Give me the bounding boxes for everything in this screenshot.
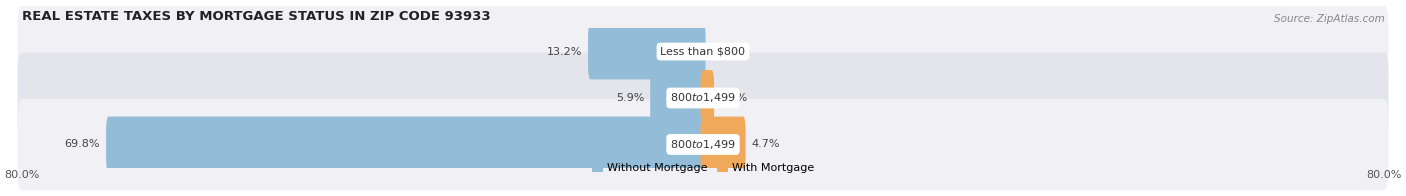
FancyBboxPatch shape <box>650 70 706 126</box>
Text: $800 to $1,499: $800 to $1,499 <box>671 92 735 104</box>
Legend: Without Mortgage, With Mortgage: Without Mortgage, With Mortgage <box>592 163 814 173</box>
Text: 69.8%: 69.8% <box>65 140 100 150</box>
Text: 5.9%: 5.9% <box>616 93 644 103</box>
FancyBboxPatch shape <box>18 99 1388 190</box>
FancyBboxPatch shape <box>700 70 714 126</box>
Text: 0.0%: 0.0% <box>711 46 740 56</box>
Text: Source: ZipAtlas.com: Source: ZipAtlas.com <box>1274 14 1385 24</box>
FancyBboxPatch shape <box>18 53 1388 143</box>
Text: 13.2%: 13.2% <box>547 46 582 56</box>
FancyBboxPatch shape <box>105 117 706 172</box>
FancyBboxPatch shape <box>700 117 745 172</box>
FancyBboxPatch shape <box>18 6 1388 97</box>
Text: 4.7%: 4.7% <box>752 140 780 150</box>
Text: REAL ESTATE TAXES BY MORTGAGE STATUS IN ZIP CODE 93933: REAL ESTATE TAXES BY MORTGAGE STATUS IN … <box>22 10 491 23</box>
Text: $800 to $1,499: $800 to $1,499 <box>671 138 735 151</box>
Text: 1.0%: 1.0% <box>720 93 748 103</box>
FancyBboxPatch shape <box>588 24 706 79</box>
Text: Less than $800: Less than $800 <box>661 46 745 56</box>
